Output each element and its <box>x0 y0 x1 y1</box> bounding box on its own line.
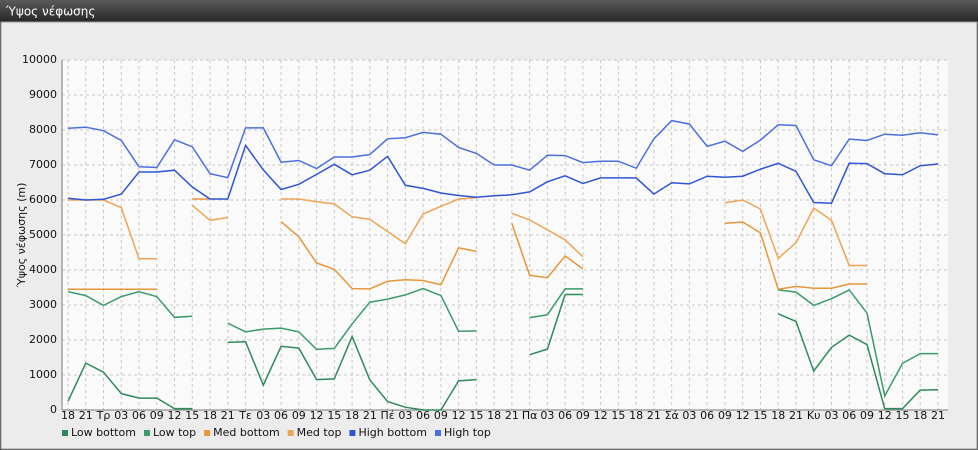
x-tick-label: 15 <box>611 409 625 422</box>
legend-label: Low top <box>153 426 196 439</box>
x-tick-label: 18 <box>203 409 217 422</box>
x-tick-label: 12 <box>452 409 466 422</box>
x-tick-label: 03 <box>824 409 838 422</box>
x-tick-label: 15 <box>469 409 483 422</box>
legend-swatch <box>62 430 68 436</box>
x-tick-label: 06 <box>842 409 856 422</box>
window-title: Ύψος νέφωσης <box>5 5 95 19</box>
legend-label: Low bottom <box>71 426 136 439</box>
x-tick-label: 09 <box>718 409 732 422</box>
y-tick-label: 10000 <box>22 53 57 66</box>
series-line <box>67 119 939 179</box>
series-line <box>67 293 939 411</box>
x-tick-label: 18 <box>771 409 785 422</box>
y-axis-label: Ύψος νέφωσης (m) <box>15 183 28 289</box>
legend-label: High top <box>444 426 491 439</box>
x-tick-label: 15 <box>185 409 199 422</box>
x-tick-label: 03 <box>114 409 128 422</box>
x-tick-label: 21 <box>931 409 945 422</box>
x-tick-label: 06 <box>274 409 288 422</box>
series-line <box>67 287 938 399</box>
y-tick-label: 4000 <box>29 263 57 276</box>
x-tick-label: 09 <box>292 409 306 422</box>
y-tick-label: 1000 <box>29 368 57 381</box>
title-bar <box>0 0 978 22</box>
legend-swatch <box>143 430 150 436</box>
legend-label: High bottom <box>358 426 427 439</box>
x-tick-label: 21 <box>221 409 235 422</box>
x-tick-label: 18 <box>913 409 927 422</box>
y-tick-label: 7000 <box>29 158 57 171</box>
y-tick-label: 3000 <box>29 298 57 311</box>
x-tick-label: Πα <box>522 409 538 422</box>
legend-label: Med top <box>297 426 342 439</box>
x-tick-label: 12 <box>594 409 608 422</box>
x-tick-label: 03 <box>540 409 554 422</box>
x-tick-label: 21 <box>505 409 519 422</box>
x-tick-label: 15 <box>327 409 341 422</box>
x-tick-label: 06 <box>700 409 714 422</box>
x-tick-label: Κυ <box>807 409 821 422</box>
x-tick-label: 09 <box>860 409 874 422</box>
x-tick-label: 21 <box>789 409 803 422</box>
x-tick-label: Σά <box>665 409 679 422</box>
series-line <box>68 198 867 291</box>
legend-swatch <box>204 430 211 436</box>
x-tick-label: 12 <box>736 409 750 422</box>
x-tick-label: 06 <box>132 409 146 422</box>
x-tick-label: 09 <box>150 409 164 422</box>
x-tick-label: 03 <box>398 409 412 422</box>
x-tick-label: 12 <box>310 409 324 422</box>
y-tick-label: 2000 <box>29 333 57 346</box>
x-tick-label: 12 <box>878 409 892 422</box>
legend-label: Med bottom <box>213 426 280 439</box>
series-line <box>67 143 939 204</box>
y-tick-label: 6000 <box>29 193 57 206</box>
x-tick-label: 09 <box>434 409 448 422</box>
y-tick-label: 8000 <box>29 123 57 136</box>
y-tick-label: 0 <box>50 403 57 416</box>
x-tick-label: 21 <box>647 409 661 422</box>
x-tick-label: 15 <box>895 409 909 422</box>
x-tick-label: 03 <box>682 409 696 422</box>
y-tick-label: 9000 <box>29 88 57 101</box>
legend-swatch <box>287 430 294 436</box>
y-tick-label: 5000 <box>29 228 57 241</box>
x-tick-label: 18 <box>345 409 359 422</box>
x-tick-label: 18 <box>487 409 501 422</box>
series-line <box>68 196 867 267</box>
x-tick-label: 21 <box>363 409 377 422</box>
x-tick-label: 06 <box>416 409 430 422</box>
x-tick-label: Πέ <box>380 409 394 422</box>
x-tick-label: 15 <box>753 409 767 422</box>
x-tick-label: 09 <box>576 409 590 422</box>
x-tick-label: 18 <box>629 409 643 422</box>
x-tick-label: 21 <box>79 409 93 422</box>
x-tick-label: 03 <box>256 409 270 422</box>
x-tick-label: Τρ <box>96 409 111 422</box>
x-tick-label: Τε <box>238 409 252 422</box>
x-tick-label: 06 <box>558 409 572 422</box>
x-tick-label: 18 <box>61 409 75 422</box>
legend-swatch <box>349 430 356 436</box>
legend-swatch <box>435 430 441 436</box>
x-tick-label: 12 <box>168 409 182 422</box>
plot: 0 1000 2000 3000 4000 5000 6000 7000 8000 9000 100… <box>22 53 948 439</box>
